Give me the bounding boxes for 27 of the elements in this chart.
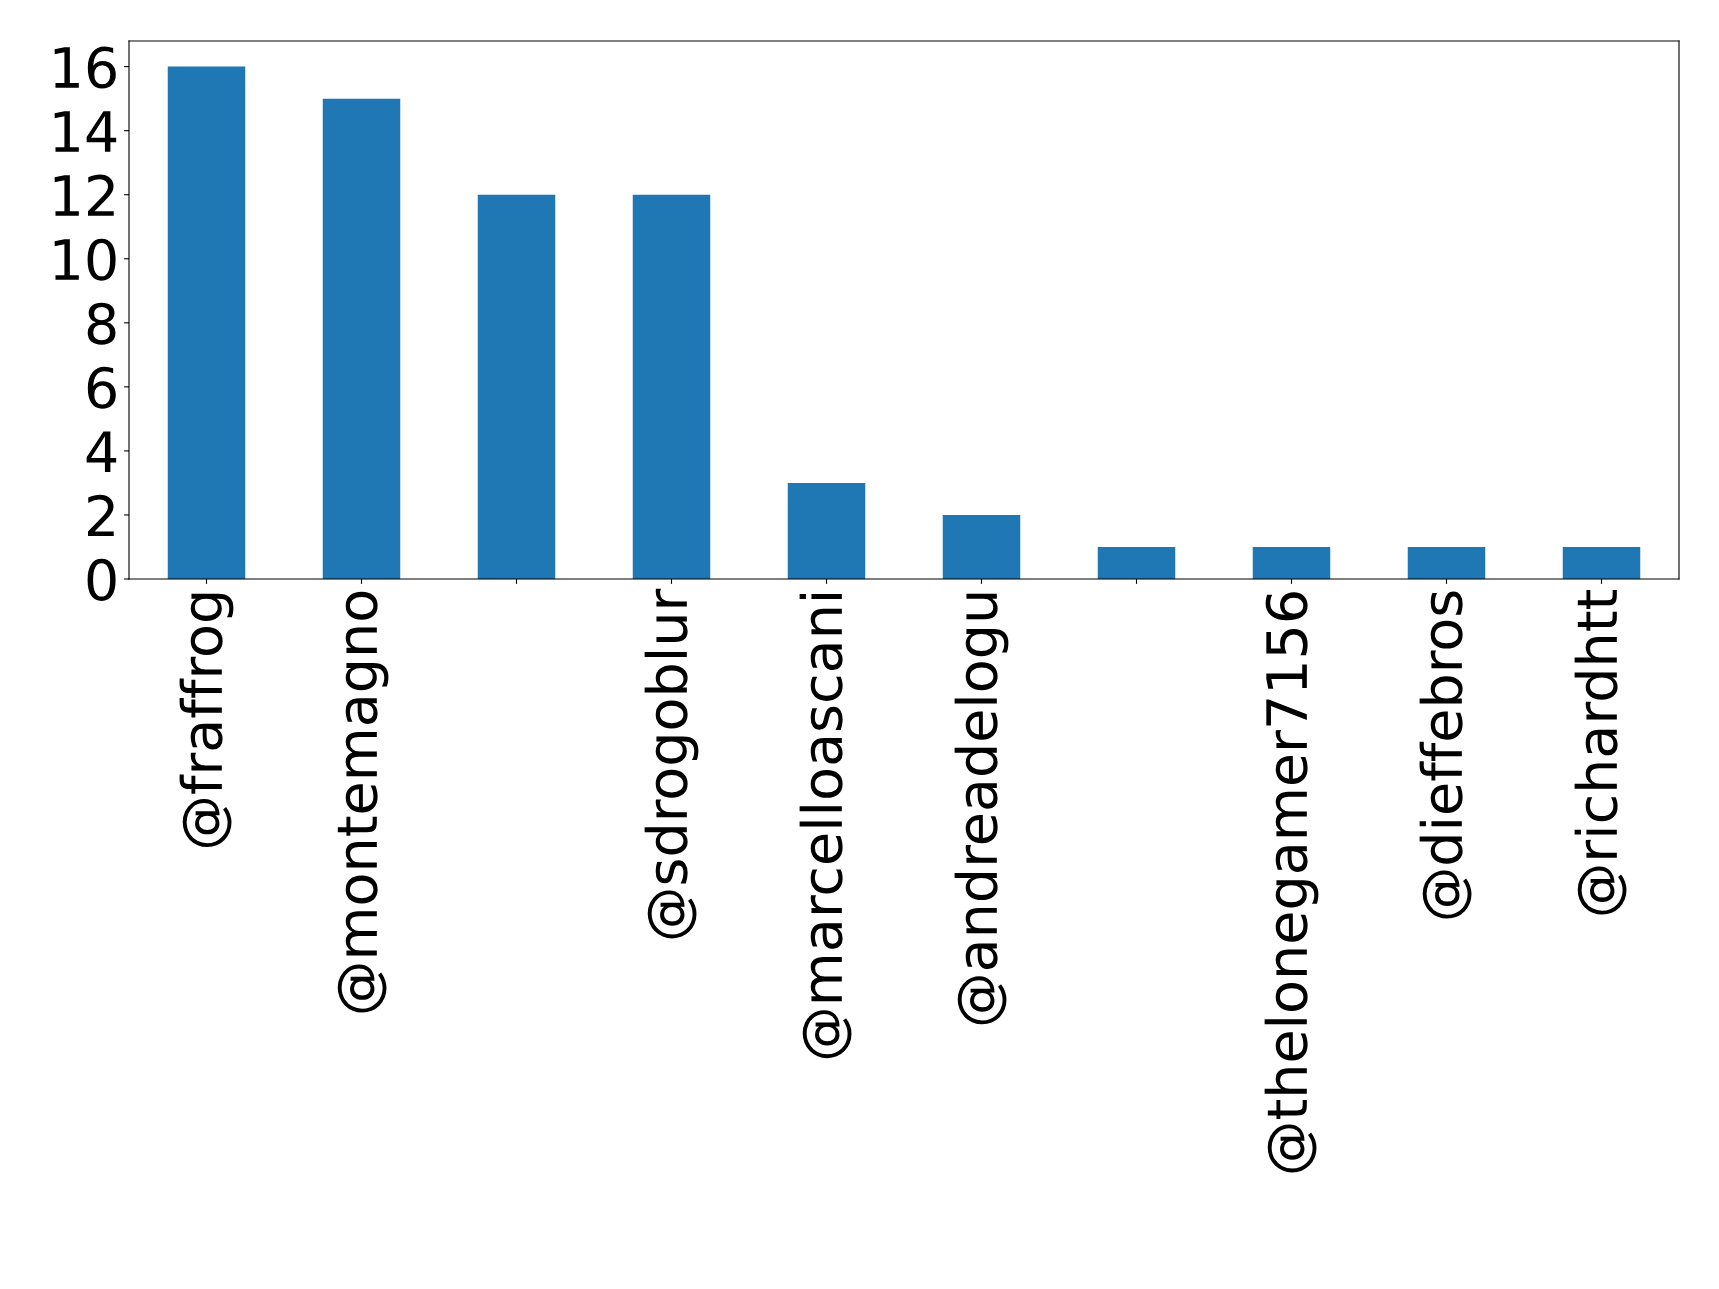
x-tick-label: @montemagno xyxy=(337,591,389,1013)
y-tick-label: 2 xyxy=(88,494,114,537)
bar xyxy=(322,98,401,579)
y-tick-label: 10 xyxy=(54,238,116,281)
bar xyxy=(632,194,711,579)
y-tick-label: 4 xyxy=(86,431,117,473)
bar xyxy=(1562,546,1641,579)
y-tick-label: 0 xyxy=(87,558,116,601)
y-tick-label: 14 xyxy=(54,111,117,152)
bar xyxy=(477,194,556,579)
x-tick-label: @richardhtt xyxy=(1574,590,1627,915)
x-tick-label: @fraffrog xyxy=(179,593,234,848)
y-tick-label: 12 xyxy=(54,174,114,216)
x-tick-label: @marcelloascani xyxy=(799,593,852,1059)
y-tick-label: 8 xyxy=(87,302,116,345)
y-tick-label: 16 xyxy=(54,46,116,89)
y-tick-label: 6 xyxy=(87,366,116,409)
bar xyxy=(787,482,866,579)
bar xyxy=(1252,546,1331,579)
x-tick-label: @sdrogoblur xyxy=(644,588,699,939)
bar xyxy=(942,514,1021,579)
bar xyxy=(1407,546,1486,579)
x-tick-label: @thelonegamer7156 xyxy=(1264,592,1319,1173)
bar xyxy=(1097,546,1176,579)
x-tick-label: @andreadelogu xyxy=(954,593,1009,1025)
x-tick-label: @dieffebros xyxy=(1419,591,1472,919)
bar xyxy=(167,66,246,579)
